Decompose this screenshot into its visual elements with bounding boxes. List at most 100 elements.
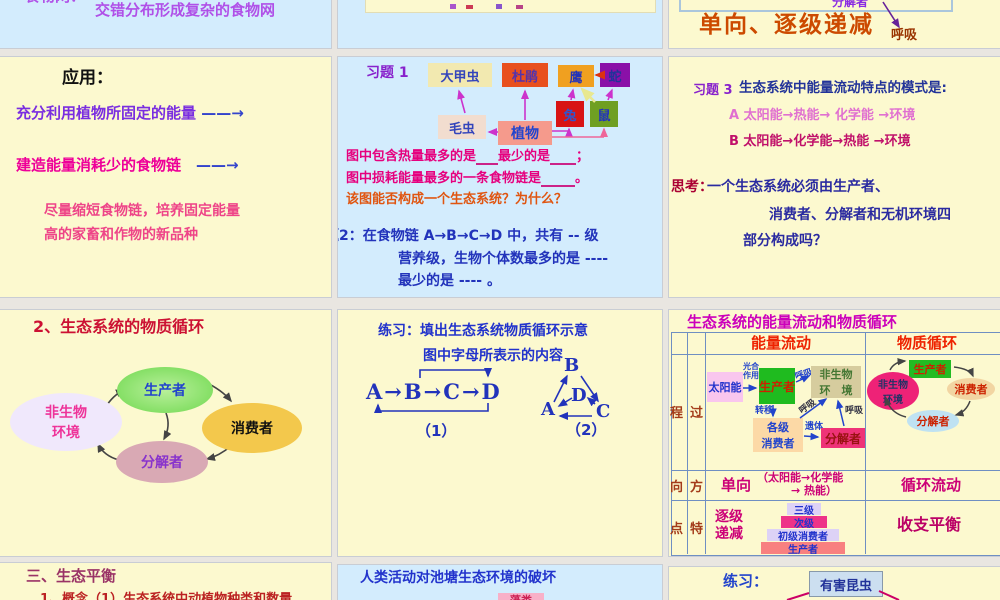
m-abiotic-line1: 非生物 <box>878 380 908 391</box>
question2: 图中损耗能量最多的一条食物链是 。 <box>346 171 589 187</box>
slide-exercise3[interactable]: 习题 3 生态系统中能量流动特点的模式是: A 太阳能→热能→ 化学能 →环境 … <box>669 57 1000 297</box>
diagram-lines <box>374 368 599 420</box>
pyramid-primary-consumer: 初级消费者 <box>767 529 839 543</box>
legend-r3a: 点 <box>670 522 684 537</box>
balance-title: 三、生态平衡 <box>26 567 117 585</box>
practice-line2: 图中字母所表示的内容 <box>423 348 563 364</box>
think-line2: 消费者、分解者和无机环境四 <box>769 207 951 223</box>
item1-text: 充分利用植物所固定的能量 <box>16 104 197 122</box>
node-caterpillar[interactable]: 毛虫 <box>438 115 486 139</box>
node-plant[interactable]: 植物 <box>498 121 552 145</box>
application-item3-line1: 尽量缩短食物链，培养固定能量 <box>44 203 240 219</box>
abiotic-line1: 非生物 <box>45 405 87 421</box>
table-line <box>671 500 1000 501</box>
partial-glyph <box>516 5 523 9</box>
direction-matter: 循环流动 <box>901 476 962 494</box>
q1-part-b: 最少的是 <box>498 149 551 164</box>
d2-node-c: C <box>596 401 611 422</box>
slide-human-impact[interactable]: 人类活动对池塘生态环境的破坏 藻类 <box>338 565 662 600</box>
d2-node-b: B <box>564 355 580 376</box>
partial-glyph <box>496 4 502 9</box>
matter-cycle-title: 2、生态系统的物质循环 <box>33 317 205 336</box>
slide-matter-cycle[interactable]: 2、生态系统的物质循环 生产者 非生物环境 消费者 分解者 <box>0 310 331 556</box>
blank-line <box>476 151 499 165</box>
abiotic-line2: 环境 <box>52 425 80 441</box>
decomposer-ellipse[interactable]: 分解者 <box>116 441 208 483</box>
foodweb-partial-title: 食物网： <box>25 0 85 5</box>
algae-partial-box: 藻类 <box>498 593 544 600</box>
slide-comparison-table[interactable]: 生态系统的能量流动和物质循环 能量流动 物质循环 程 过 向 方 点 特 太阳能… <box>669 310 1000 556</box>
node-hawk[interactable]: 鹰 <box>558 65 594 87</box>
one-way-decreasing-headline: 单向、逐级递减 <box>699 12 874 38</box>
slide-exercise1-foodweb[interactable]: 习题 1 大甲虫 杜鹃 鹰 蛇 毛虫 兔 鼠 植物 图 <box>338 57 662 297</box>
q1-part-a: 图中包含热量最多的是 <box>346 149 477 164</box>
option-b[interactable]: B 太阳能→化学能→热能 →环境 <box>729 134 911 149</box>
feature-energy-line2: 递减 <box>715 526 743 542</box>
table-line <box>671 354 1000 355</box>
col-header-energy: 能量流动 <box>751 334 812 352</box>
matter-abiotic-ellipse: 非生物 环境 <box>867 372 919 410</box>
consumers-line2: 消费者 <box>761 437 795 450</box>
respiration-label: 呼吸 <box>891 28 918 43</box>
photo-line2: 作用 <box>743 370 759 380</box>
comparison-title: 生态系统的能量流动和物质循环 <box>687 313 898 331</box>
table-line <box>705 332 706 554</box>
consumer-ellipse[interactable]: 消费者 <box>202 403 302 453</box>
blank-line <box>541 173 576 187</box>
diagram-frame <box>679 0 953 12</box>
exercise2-line1-clip: 题2：在食物链 A→B→C→D 中，共有 -- 级 <box>338 228 658 248</box>
diagram1-label: （1） <box>416 422 457 440</box>
application-item2: 建造能量消耗少的食物链 ——→ <box>16 156 239 174</box>
abiotic-line2: 环 境 <box>819 384 853 397</box>
node-rabbit[interactable]: 兔 <box>556 101 584 127</box>
photo-line1: 光合 <box>743 362 759 371</box>
abiotic-ellipse[interactable]: 非生物 环境 <box>10 393 122 451</box>
application-item1: 充分利用植物所固定的能量 ——→ <box>16 104 244 122</box>
energy-consumers-box: 各级 消费者 <box>753 418 803 452</box>
partial-yellow-box <box>366 0 655 12</box>
arrow-right: ——→ <box>201 104 244 122</box>
slide-foodweb-top[interactable]: 食物网： 交错分布形成复杂的食物网 <box>0 0 331 48</box>
direction-energy-paren1: （太阳能→化学能 <box>757 471 844 484</box>
option-a[interactable]: A 太阳能→热能→ 化学能 →环境 <box>729 108 916 123</box>
pyramid-secondary: 次级 <box>781 516 827 530</box>
m-abiotic-line2: 环境 <box>883 395 903 406</box>
decomposer-label: 分解者 <box>832 0 869 9</box>
partial-glyph <box>450 4 456 9</box>
question1: 图中包含热量最多的是 最少的是 ； <box>346 149 589 165</box>
exercise3-title: 生态系统中能量流动特点的模式是: <box>739 80 947 96</box>
legend-r3b: 特 <box>690 522 704 537</box>
exercise3-label: 习题 3 <box>693 83 733 98</box>
energy-sun-box: 太阳能 <box>707 372 743 402</box>
exercise1-label: 习题 1 <box>366 65 409 81</box>
slide-partial-middle-top[interactable] <box>338 0 662 48</box>
practice-label: 练习： <box>723 572 769 590</box>
exercise2-line3: 最少的是 ---- 。 <box>398 273 501 289</box>
d2-node-a: A <box>541 399 555 420</box>
blank-line <box>550 151 577 165</box>
energy-abiotic-box: 非生物环 境 <box>811 366 861 398</box>
node-snake[interactable]: 蛇 <box>600 63 630 87</box>
node-cuckoo[interactable]: 杜鹃 <box>502 63 548 87</box>
slide-pest-practice[interactable]: 练习： 有害昆虫 <box>669 567 1000 600</box>
q2-end: 。 <box>575 171 589 186</box>
remains-label: 遗体 <box>805 422 824 432</box>
consumers-line1: 各级 <box>767 421 789 434</box>
human-impact-title: 人类活动对池塘生态环境的破坏 <box>360 570 556 586</box>
partial-glyph <box>466 5 473 9</box>
exercise2-line1: 题2：在食物链 A→B→C→D 中，共有 -- 级 <box>338 228 599 244</box>
slide-ecological-balance[interactable]: 三、生态平衡 1、概念（1）生态系统中动植物种类和数量 <box>0 563 331 600</box>
respiration3-label: 呼吸 <box>845 406 864 416</box>
node-rat[interactable]: 鼠 <box>590 101 618 127</box>
harmful-insect-box[interactable]: 有害昆虫 <box>809 571 883 597</box>
pyramid-tertiary: 三级 <box>787 503 821 517</box>
slide-application[interactable]: 应用： 充分利用植物所固定的能量 ——→ 建造能量消耗少的食物链 ——→ 尽量缩… <box>0 57 331 297</box>
node-beetle[interactable]: 大甲虫 <box>428 63 492 87</box>
slide-practice-diagrams[interactable]: 练习：填出生态系统物质循环示意 图中字母所表示的内容 A→B→C→D B D A… <box>338 310 662 556</box>
arrow-right: ——→ <box>196 156 239 174</box>
producer-ellipse[interactable]: 生产者 <box>117 367 213 413</box>
table-frame <box>671 332 1000 556</box>
slide-energy-summary-top[interactable]: 分解者 呼吸 单向、逐级递减 <box>669 0 1000 48</box>
question3: 该图能否构成一个生态系统？为什么？ <box>346 192 568 207</box>
